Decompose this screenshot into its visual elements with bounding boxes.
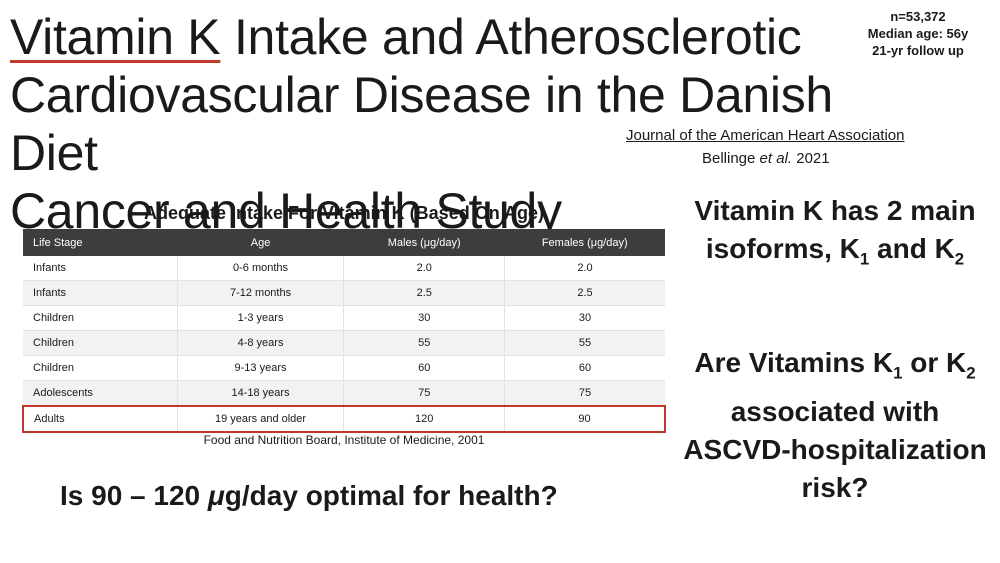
cell-life-stage: Children <box>23 330 178 356</box>
journal-name: Journal of the American Heart Associatio… <box>626 127 905 144</box>
question-text-2: or K <box>902 347 967 378</box>
isoforms-text-2: and K <box>869 233 955 264</box>
cell-life-stage: Infants <box>23 256 178 281</box>
cell-females: 60 <box>504 355 665 381</box>
stat-n: n=53,372 <box>890 9 946 24</box>
table-row: Children 4-8 years 55 55 <box>23 330 665 356</box>
cell-age: 1-3 years <box>177 305 345 331</box>
cell-life-stage: Infants <box>23 280 178 306</box>
cell-age: 14-18 years <box>177 380 345 407</box>
table-title: Adequate Intake For Vitamin K (Based On … <box>143 203 545 223</box>
cell-females: 30 <box>504 305 665 331</box>
table-header-row: Life Stage Age Males (μg/day) Females (μ… <box>23 229 665 256</box>
cell-age: 0-6 months <box>177 256 345 281</box>
citation-year: 2021 <box>792 150 830 167</box>
cell-age: 4-8 years <box>177 330 345 356</box>
question-text-1: Are Vitamins K <box>694 347 894 378</box>
cell-life-stage: Children <box>23 355 178 381</box>
isoforms-sub-2: 2 <box>954 249 965 269</box>
question-sub-1: 1 <box>893 363 903 383</box>
isoforms-text-1: Vitamin K has 2 main isoforms, K <box>694 195 976 264</box>
cell-life-stage: Adults <box>21 405 178 433</box>
cell-males: 75 <box>343 380 505 407</box>
cell-females: 75 <box>504 380 665 407</box>
cell-age: 7-12 months <box>177 280 345 306</box>
title-line1: Intake and Atherosclerotic <box>220 9 802 65</box>
isoforms-statement: Vitamin K has 2 main isoforms, K1 and K2 <box>680 192 990 279</box>
bottom-question-mu: μ <box>207 480 225 511</box>
cell-age: 19 years and older <box>177 405 345 433</box>
association-question: Are Vitamins K1 or K2 associated with AS… <box>680 344 990 507</box>
optimal-intake-question: Is 90 – 120 μg/day optimal for health? <box>60 480 558 512</box>
citation-authors: Bellinge et al. 2021 <box>702 150 830 167</box>
table-row: Children 1-3 years 30 30 <box>23 305 665 331</box>
cell-females: 90 <box>504 405 666 433</box>
citation-author: Bellinge <box>702 150 760 167</box>
table-row-highlighted-adults: Adults 19 years and older 120 90 <box>21 405 666 433</box>
table-row: Children 9-13 years 60 60 <box>23 355 665 381</box>
header-life-stage: Life Stage <box>23 229 178 256</box>
cell-life-stage: Adolescents <box>23 380 178 407</box>
title-line2: Cardiovascular Disease in the Danish Die… <box>10 67 833 181</box>
bottom-question-after: g/day optimal for health? <box>224 480 558 511</box>
title-vitamin-k-underlined: Vitamin K <box>10 9 221 65</box>
cell-males: 55 <box>343 330 505 356</box>
cell-males: 120 <box>343 405 505 433</box>
cell-males: 60 <box>343 355 505 381</box>
question-text-3: associated with ASCVD-hospitalization ri… <box>683 395 987 503</box>
table-row: Adolescents 14-18 years 75 75 <box>23 380 665 407</box>
header-age: Age <box>177 229 344 256</box>
cell-females: 55 <box>504 330 665 356</box>
table-row: Infants 0-6 months 2.0 2.0 <box>23 256 665 281</box>
cell-females: 2.5 <box>504 280 665 306</box>
citation-et-al: et al. <box>759 150 793 167</box>
cell-males: 2.0 <box>343 256 505 281</box>
study-stats: n=53,372 Median age: 56y 21-yr follow up <box>848 8 988 59</box>
cell-females: 2.0 <box>504 256 665 281</box>
adequate-intake-table: Life Stage Age Males (μg/day) Females (μ… <box>21 229 666 433</box>
stat-follow-up: 21-yr follow up <box>872 43 964 58</box>
question-sub-2: 2 <box>966 363 976 383</box>
table-row: Infants 7-12 months 2.5 2.5 <box>23 280 665 306</box>
cell-life-stage: Children <box>23 305 178 331</box>
stat-median-age: Median age: 56y <box>867 26 969 41</box>
header-females: Females (μg/day) <box>504 229 665 256</box>
cell-males: 2.5 <box>343 280 505 306</box>
cell-males: 30 <box>343 305 505 331</box>
bottom-question-before: Is 90 – 120 <box>60 480 208 511</box>
isoforms-sub-1: 1 <box>859 249 870 269</box>
header-males: Males (μg/day) <box>343 229 505 256</box>
cell-age: 9-13 years <box>177 355 345 381</box>
table-source: Food and Nutrition Board, Institute of M… <box>203 433 485 447</box>
